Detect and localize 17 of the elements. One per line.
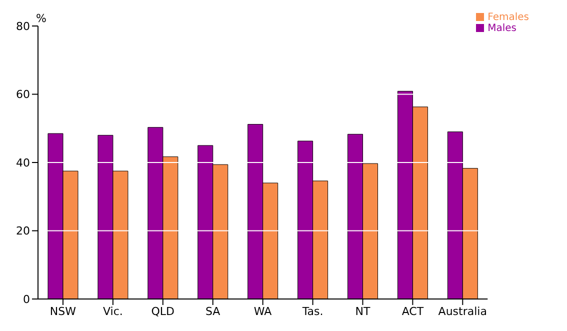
- x-tick-label: Australia: [438, 304, 487, 318]
- x-tick-label: Tas.: [301, 304, 324, 318]
- y-tick-label: 40: [16, 156, 30, 170]
- x-tick-label: Vic.: [102, 304, 123, 318]
- legend-label: Males: [488, 23, 517, 34]
- x-tick-label: NSW: [50, 304, 76, 318]
- y-tick-label: 80: [16, 20, 30, 33]
- y-tick-label: 60: [16, 88, 30, 102]
- x-tick-label: SA: [205, 304, 221, 318]
- x-tick-label: QLD: [151, 304, 175, 318]
- y-axis-title: %: [36, 12, 46, 25]
- y-tick-label: 20: [16, 224, 30, 238]
- legend-label: Females: [488, 12, 529, 23]
- y-tick-label: 0: [23, 292, 30, 306]
- x-tick-label: NT: [355, 304, 370, 318]
- x-tick-label: ACT: [402, 304, 424, 318]
- x-tick-label: WA: [254, 304, 272, 318]
